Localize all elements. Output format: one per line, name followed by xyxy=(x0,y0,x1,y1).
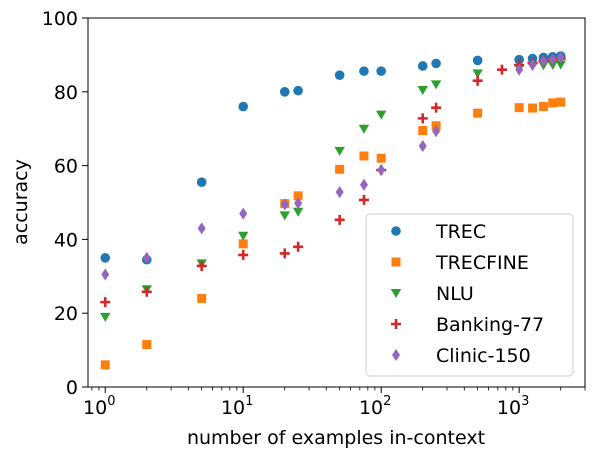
legend-label: TRECFINE xyxy=(435,252,529,274)
legend-box xyxy=(365,213,574,377)
data-point xyxy=(196,260,207,271)
data-point xyxy=(100,297,111,308)
data-point xyxy=(238,101,249,112)
data-point xyxy=(548,53,557,66)
data-point xyxy=(294,197,303,210)
data-point xyxy=(417,85,428,95)
data-marks xyxy=(100,51,566,370)
data-point xyxy=(514,54,524,65)
data-point xyxy=(375,110,387,120)
y-tick-label: 60 xyxy=(54,156,78,178)
y-axis-label: accuracy xyxy=(10,159,32,245)
data-point xyxy=(279,87,290,97)
x-axis: 100 101 102 103 xyxy=(83,387,586,419)
data-point xyxy=(514,103,524,113)
data-point xyxy=(376,153,386,163)
x-tick-label: 101 xyxy=(221,394,253,419)
data-point xyxy=(538,102,548,112)
data-point xyxy=(418,140,427,153)
data-point xyxy=(359,178,368,191)
data-point xyxy=(548,98,558,108)
y-tick-label: 20 xyxy=(54,303,78,325)
data-point xyxy=(418,126,428,136)
legend-marker xyxy=(391,226,401,236)
data-point xyxy=(293,85,303,96)
x-tick-label: 100 xyxy=(83,394,115,419)
y-tick-label: 100 xyxy=(42,8,78,30)
y-tick-label: 0 xyxy=(66,377,78,399)
data-point xyxy=(556,97,566,107)
data-point xyxy=(238,231,249,241)
data-point xyxy=(515,63,524,76)
legend-label: TREC xyxy=(435,221,486,243)
data-point xyxy=(496,64,507,75)
y-tick-label: 80 xyxy=(54,82,78,104)
data-point xyxy=(335,164,345,174)
data-point xyxy=(100,360,110,370)
data-point xyxy=(555,60,566,70)
data-point xyxy=(101,268,110,281)
series-trecfine xyxy=(100,97,566,370)
data-point xyxy=(432,125,441,138)
data-point xyxy=(279,211,290,221)
plot-frame xyxy=(87,17,586,388)
data-point xyxy=(556,51,565,64)
legend-marker xyxy=(390,289,402,298)
data-point xyxy=(100,312,111,322)
data-point xyxy=(431,102,442,113)
data-point xyxy=(142,251,151,264)
data-point xyxy=(358,124,370,134)
data-point xyxy=(528,58,537,71)
data-point xyxy=(431,58,441,69)
data-point xyxy=(334,214,345,225)
data-point xyxy=(472,55,483,66)
data-point xyxy=(197,222,206,235)
data-point xyxy=(280,198,289,211)
data-point xyxy=(197,293,207,303)
data-point xyxy=(238,239,248,249)
data-point xyxy=(335,186,344,199)
data-point xyxy=(359,151,369,161)
data-point xyxy=(359,66,369,76)
x-tick-label: 103 xyxy=(497,394,529,419)
legend-marker xyxy=(391,257,401,267)
data-point xyxy=(293,241,304,252)
data-point xyxy=(377,164,386,177)
data-point xyxy=(293,191,303,201)
data-point xyxy=(239,207,248,220)
legend-label: Clinic-150 xyxy=(436,345,531,367)
data-point xyxy=(376,66,386,76)
data-point xyxy=(100,253,111,263)
data-point xyxy=(334,70,345,80)
y-tick-label: 40 xyxy=(54,229,78,251)
y-axis: 0 20 40 60 80 100 xyxy=(42,8,88,399)
legend-label: Banking-77 xyxy=(436,314,544,336)
data-point xyxy=(279,248,290,259)
x-axis-label: number of examples in-context xyxy=(187,427,485,449)
legend-marker xyxy=(391,319,401,329)
data-point xyxy=(358,194,369,205)
data-point xyxy=(430,80,442,90)
data-point xyxy=(528,103,538,113)
data-point xyxy=(417,113,428,124)
data-point xyxy=(141,286,152,297)
data-point xyxy=(472,75,483,86)
data-point xyxy=(292,207,304,217)
data-point xyxy=(196,177,207,188)
data-point xyxy=(238,249,249,260)
legend-marker xyxy=(392,349,400,361)
data-point xyxy=(334,146,345,156)
data-point xyxy=(539,55,548,68)
data-point xyxy=(547,60,558,70)
data-point xyxy=(142,340,152,350)
x-tick-label: 102 xyxy=(359,394,391,419)
data-point xyxy=(473,108,483,118)
data-point xyxy=(417,61,428,71)
legend-label: NLU xyxy=(436,283,474,305)
legend: TREC TRECFINE NLU Banking-77 Clinic-150 xyxy=(365,213,574,377)
data-point xyxy=(472,69,483,79)
series-clinic-150 xyxy=(101,51,565,281)
